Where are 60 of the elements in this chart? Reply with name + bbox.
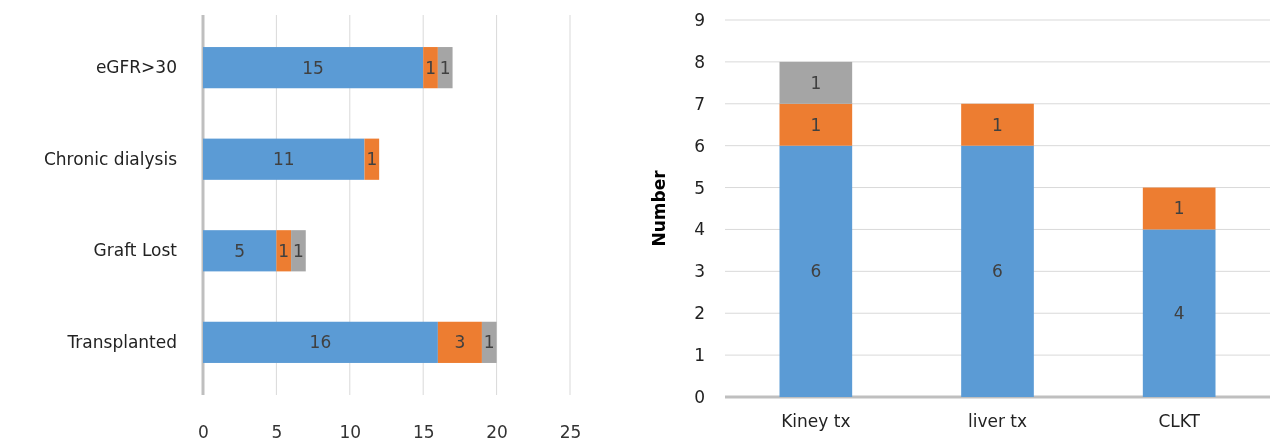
y-tick-label: 6 (694, 135, 705, 156)
x-tick-label: 10 (339, 422, 362, 443)
bar (1142, 187, 1216, 230)
x-tick-label: 0 (198, 422, 209, 443)
x-tick-label: liver tx (967, 411, 1028, 432)
bar (437, 321, 482, 363)
x-tick-label: 25 (559, 422, 582, 443)
y-tick-label: 4 (694, 219, 705, 240)
data-label: 1 (1173, 198, 1185, 219)
data-label: 4 (1173, 303, 1185, 324)
bar (481, 321, 497, 363)
data-label: 15 (302, 57, 324, 78)
bar (203, 47, 424, 89)
x-tick-label: 15 (412, 422, 435, 443)
bar (961, 103, 1034, 146)
bar (423, 47, 438, 89)
y-tick-label: Chronic dialysis (43, 148, 178, 169)
data-label: 1 (439, 57, 451, 78)
y-tick-label: 7 (694, 93, 705, 114)
x-tick-label: 5 (271, 422, 283, 443)
x-tick-label: CLKT (1158, 411, 1201, 432)
bar (276, 230, 292, 272)
bar (203, 138, 365, 180)
bar (779, 145, 853, 397)
bar (291, 230, 306, 272)
x-tick-label: Kiney tx (781, 411, 851, 432)
data-label: 1 (425, 57, 436, 78)
y-tick-label: 5 (694, 177, 705, 198)
bar (364, 138, 380, 180)
data-label: 11 (272, 149, 295, 170)
data-label: 1 (810, 114, 822, 135)
y-tick-label: Graft Lost (93, 240, 178, 261)
bar (961, 145, 1034, 397)
y-tick-label: Transplanted (66, 331, 177, 352)
bar (779, 103, 853, 146)
y-tick-label: 3 (694, 261, 705, 282)
x-tick-label: 20 (486, 422, 508, 443)
data-label: 6 (992, 261, 1003, 282)
data-label: 1 (278, 240, 290, 261)
data-label: 1 (293, 240, 304, 261)
bar (779, 61, 853, 104)
y-tick-label: 9 (694, 9, 705, 30)
bar (203, 321, 438, 363)
data-label: 3 (454, 332, 466, 353)
data-label: 6 (810, 261, 822, 282)
y-tick-label: 2 (694, 303, 705, 324)
y-tick-label: 8 (694, 51, 705, 72)
bar (437, 47, 453, 89)
data-label: 1 (366, 149, 378, 170)
y-tick-label: 1 (694, 345, 705, 366)
data-label: 1 (992, 114, 1003, 135)
bar (1142, 229, 1216, 397)
y-tick-label: eGFR>30 (95, 57, 177, 78)
data-label: 5 (234, 240, 246, 261)
bar (203, 230, 277, 272)
y-tick-label: 0 (694, 386, 705, 407)
y-axis-title: Number (649, 169, 669, 247)
data-label: 1 (810, 72, 822, 93)
data-label: 16 (309, 332, 332, 353)
data-label: 1 (483, 332, 495, 353)
